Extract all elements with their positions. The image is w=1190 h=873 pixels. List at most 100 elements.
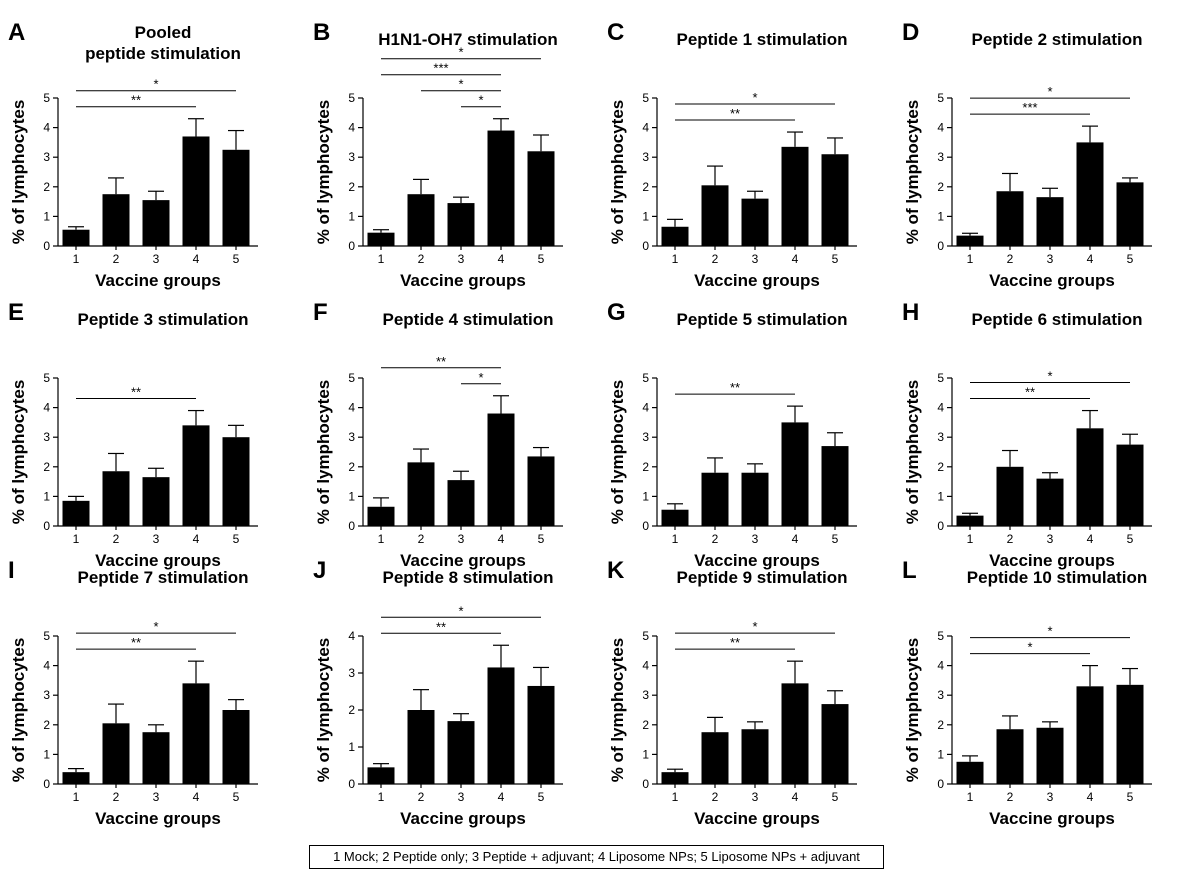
x-tick-label: 4	[498, 790, 505, 804]
x-axis-label: Vaccine groups	[400, 809, 526, 828]
bar	[956, 515, 984, 526]
y-axis-label: % of lymphocytes	[314, 638, 333, 783]
x-tick-label: 4	[498, 532, 505, 546]
bar	[487, 413, 515, 526]
y-tick-label: 1	[937, 489, 944, 503]
x-tick-label: 4	[498, 252, 505, 266]
y-tick-label: 3	[43, 688, 50, 702]
x-tick-label: 3	[153, 532, 160, 546]
panel-title: Peptide 7 stimulation	[78, 568, 249, 587]
x-tick-label: 5	[832, 790, 839, 804]
bar	[182, 683, 210, 784]
significance-label: **	[1025, 385, 1035, 400]
x-tick-label: 1	[672, 790, 679, 804]
significance-label: ***	[433, 61, 448, 76]
panel-letter: J	[313, 557, 326, 584]
x-tick-label: 4	[193, 532, 200, 546]
y-tick-label: 5	[43, 371, 50, 385]
bar	[62, 229, 90, 246]
y-tick-label: 2	[642, 180, 649, 194]
x-tick-label: 1	[73, 252, 80, 266]
y-tick-label: 1	[937, 747, 944, 761]
y-tick-label: 1	[348, 209, 355, 223]
y-tick-label: 2	[43, 460, 50, 474]
bar	[102, 471, 130, 526]
x-tick-label: 3	[752, 790, 759, 804]
panel-title: Peptide 10 stimulation	[967, 568, 1147, 587]
y-tick-label: 4	[937, 121, 944, 135]
x-axis-label: Vaccine groups	[95, 271, 221, 290]
bar	[1076, 686, 1104, 784]
panel-letter: L	[902, 557, 917, 584]
y-tick-label: 2	[348, 703, 355, 717]
x-tick-label: 5	[1127, 532, 1134, 546]
y-tick-label: 5	[348, 371, 355, 385]
bar	[821, 154, 849, 246]
panel-title: Peptide 4 stimulation	[383, 310, 554, 329]
y-tick-label: 0	[937, 519, 944, 533]
x-axis-label: Vaccine groups	[95, 551, 221, 570]
y-tick-label: 3	[642, 150, 649, 164]
y-tick-label: 1	[642, 209, 649, 223]
bar	[1076, 428, 1104, 526]
x-tick-label: 2	[1007, 790, 1014, 804]
bar	[821, 446, 849, 526]
y-tick-label: 4	[43, 659, 50, 673]
bar	[781, 146, 809, 246]
x-tick-label: 1	[73, 790, 80, 804]
y-tick-label: 1	[43, 209, 50, 223]
y-tick-label: 3	[937, 430, 944, 444]
significance-label: *	[1047, 624, 1052, 639]
bar	[407, 462, 435, 526]
bar	[142, 732, 170, 784]
y-axis-label: % of lymphocytes	[903, 638, 922, 783]
bar	[1036, 478, 1064, 526]
y-tick-label: 2	[642, 460, 649, 474]
panel-letter: E	[8, 299, 24, 326]
y-tick-label: 5	[43, 629, 50, 643]
y-tick-label: 3	[43, 150, 50, 164]
significance-label: **	[436, 619, 446, 634]
y-tick-label: 2	[348, 180, 355, 194]
x-tick-label: 3	[458, 532, 465, 546]
y-tick-label: 0	[642, 239, 649, 253]
panel-G: G Peptide 5 stimulation 0 1 2 3 4 5 % of lymphoc…	[607, 299, 857, 570]
y-tick-label: 3	[348, 666, 355, 680]
y-tick-label: 4	[43, 121, 50, 135]
panel-E: E Peptide 3 stimulation 0 1 2 3 4 5 % of lymphoc…	[8, 299, 258, 570]
bar	[741, 729, 769, 784]
x-axis-label: Vaccine groups	[989, 809, 1115, 828]
bar	[1036, 197, 1064, 246]
x-tick-label: 2	[712, 790, 719, 804]
y-tick-label: 0	[43, 519, 50, 533]
panel-title: Peptide 1 stimulation	[677, 30, 848, 49]
x-tick-label: 1	[73, 532, 80, 546]
x-tick-label: 5	[832, 532, 839, 546]
y-tick-label: 0	[937, 239, 944, 253]
x-tick-label: 3	[1047, 790, 1054, 804]
bar	[781, 422, 809, 526]
x-tick-label: 1	[672, 532, 679, 546]
bar	[222, 710, 250, 784]
panel-B: B H1N1-OH7 stimulation 0 1 2 3 4 5 % of lymphocy…	[313, 19, 563, 290]
group-legend: 1 Mock; 2 Peptide only; 3 Peptide + adju…	[309, 845, 884, 869]
significance-label: **	[131, 635, 141, 650]
bar	[182, 425, 210, 526]
bar	[367, 767, 395, 784]
bar	[996, 191, 1024, 246]
panel-letter: G	[607, 299, 626, 326]
bar	[701, 472, 729, 526]
significance-label: *	[1047, 84, 1052, 99]
x-tick-label: 5	[1127, 252, 1134, 266]
x-axis-label: Vaccine groups	[400, 271, 526, 290]
y-tick-label: 4	[348, 401, 355, 415]
bar	[741, 472, 769, 526]
bar	[956, 235, 984, 246]
y-tick-label: 2	[937, 460, 944, 474]
x-tick-label: 1	[378, 790, 385, 804]
x-tick-label: 4	[792, 532, 799, 546]
y-tick-label: 5	[937, 91, 944, 105]
x-tick-label: 2	[113, 532, 120, 546]
y-tick-label: 3	[43, 430, 50, 444]
